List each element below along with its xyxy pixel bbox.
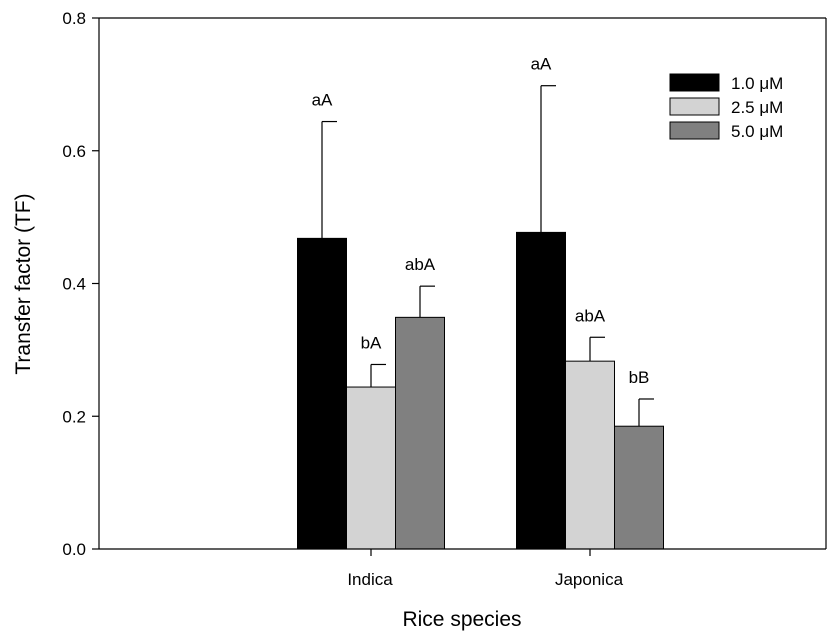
data-label: aA	[312, 91, 333, 110]
y-tick-label: 0.8	[62, 9, 86, 28]
legend: 1.0 μM 2.5 μM 5.0 μM	[669, 73, 783, 141]
bar	[565, 360, 615, 550]
bars-group: aA bA abA aA abA bB	[297, 55, 664, 550]
data-label: abA	[405, 255, 436, 274]
legend-swatch	[669, 121, 720, 140]
y-tick-label: 0.0	[62, 540, 86, 559]
y-tick-label: 0.4	[62, 275, 86, 294]
data-label: abA	[575, 306, 606, 325]
x-tick-label: Indica	[347, 570, 393, 589]
legend-label: 1.0 μM	[731, 74, 783, 93]
data-label: bB	[629, 368, 650, 387]
axes-group: 0.0 0.2 0.4 0.6 0.8 Indica Japonica	[62, 9, 827, 589]
bar	[395, 316, 445, 550]
data-label: aA	[531, 55, 552, 74]
legend-swatch	[669, 97, 720, 116]
bar	[614, 425, 664, 550]
x-tick-label: Japonica	[555, 570, 624, 589]
y-tick-label: 0.6	[62, 142, 86, 161]
y-axis-title: Transfer factor (TF)	[12, 193, 35, 374]
x-axis-title: Rice species	[402, 608, 521, 631]
data-label: bA	[361, 333, 382, 352]
legend-swatch	[669, 73, 720, 92]
bar	[516, 231, 566, 550]
legend-label: 5.0 μM	[731, 122, 783, 141]
bar	[297, 237, 347, 550]
y-tick-label: 0.2	[62, 407, 86, 426]
bar	[346, 386, 396, 550]
legend-label: 2.5 μM	[731, 98, 783, 117]
